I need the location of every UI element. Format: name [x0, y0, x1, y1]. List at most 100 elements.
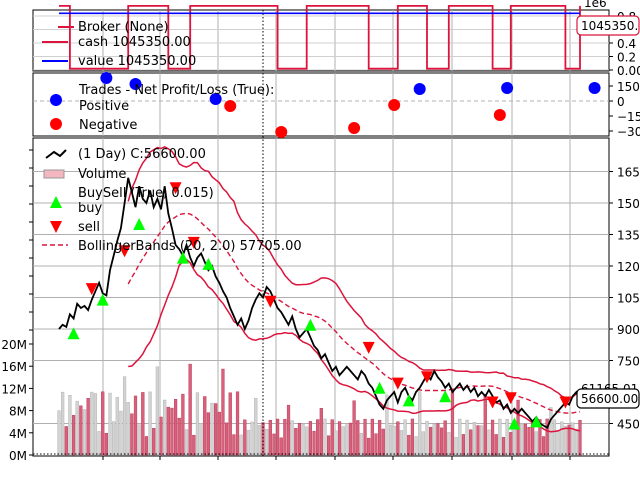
volume-bar [119, 410, 123, 456]
volume-bar [388, 424, 393, 456]
trade-positive-marker [129, 78, 142, 90]
volume-bar [418, 391, 422, 456]
trades-legend: Trades - Net Profit/Loss (True): Positiv… [50, 83, 274, 133]
volume-bar [243, 419, 247, 456]
volume-bar [286, 404, 291, 456]
price-tick-label: 105 [617, 292, 640, 306]
volume-bar [108, 392, 112, 456]
volume-bar [301, 424, 305, 456]
volume-bar [327, 435, 331, 456]
volume-bar [461, 434, 466, 456]
volume-bar [465, 419, 469, 456]
trades-tick-label: −30 [617, 125, 640, 139]
volume-bar [337, 421, 342, 456]
volume-bar [429, 426, 433, 456]
price-tick-label: 900 [617, 323, 640, 337]
volume-bar [75, 400, 79, 456]
buy-marker [402, 394, 415, 407]
volume-bar [170, 407, 174, 456]
volume-bar [432, 423, 436, 456]
exponent-label: 1e6 [584, 0, 607, 10]
price-tick-label: 450 [617, 418, 640, 432]
volume-bar [323, 418, 327, 456]
trade-negative-marker [493, 109, 506, 121]
volume-bar [144, 436, 149, 456]
broker-tag-box [576, 15, 640, 36]
legend-positive-marker [50, 94, 62, 106]
volume-bar [152, 428, 156, 456]
volume-bar [184, 429, 189, 456]
volume-bar [487, 429, 491, 456]
volume-bar [210, 402, 214, 456]
volume-bar [352, 400, 356, 456]
volume-bar [159, 416, 163, 456]
legend-sell-label: sell [78, 220, 100, 235]
volume-bar [246, 429, 251, 456]
volume-bar [545, 418, 549, 456]
volume-bar [421, 431, 425, 456]
volume-bar [57, 410, 61, 456]
legend-negative-label: Negative [79, 118, 137, 133]
buy-marker [176, 251, 189, 264]
volume-bar [188, 363, 192, 456]
legend-buy-label: buy [78, 201, 102, 216]
legend-volume-swatch [43, 169, 65, 179]
volume-bar [217, 411, 221, 456]
close-line [58, 177, 581, 429]
volume-bar [86, 398, 90, 456]
price-tag: 56600.00 [576, 388, 640, 409]
volume-bar [330, 419, 334, 456]
volume-bar [206, 412, 210, 456]
legend-cash-label: cash 1045350.00 [78, 35, 191, 50]
volume-bar [483, 394, 487, 456]
volume-bar [501, 437, 506, 456]
volume-bar [283, 418, 287, 456]
volume-bar [224, 422, 229, 456]
buy-marker [508, 417, 521, 430]
sell-marker [559, 396, 572, 409]
buy-marker [96, 293, 109, 306]
volume-bar [571, 422, 575, 456]
volume-bar [232, 434, 236, 456]
sell-marker [85, 283, 98, 296]
volume-tick-label: 16M [1, 360, 27, 374]
volume-bar [374, 433, 378, 456]
volume-bar [82, 409, 87, 456]
volume-bar [425, 420, 429, 456]
price-tick-label: 120 [617, 260, 640, 274]
volume-bar [476, 425, 480, 456]
volume-bar [480, 425, 484, 456]
trade-positive-marker [209, 93, 222, 105]
trade-positive-marker [588, 82, 601, 94]
legend-close-label: (1 Day) C:56600.00 [78, 147, 206, 162]
buy-marker [439, 390, 452, 403]
legend-broker-label: Broker (None) [78, 20, 169, 35]
legend-bollinger-label: BollingerBands (20, 2.0) 57705.00 [78, 239, 302, 254]
volume-bar [541, 436, 546, 456]
volume-bar [348, 422, 353, 456]
buy-marker [67, 327, 80, 340]
volume-bar [254, 397, 258, 456]
broker-legend: Broker (None) cash 1045350.00 value 1045… [42, 20, 196, 69]
legend-buy-marker [50, 196, 62, 208]
sell-marker [169, 182, 182, 195]
price-tick-label: 750 [617, 355, 640, 369]
buy-marker [373, 381, 386, 394]
volume-bar [359, 432, 363, 456]
legend-volume-label: Volume [78, 167, 126, 182]
volume-tick-label: 12M [1, 382, 27, 396]
volume-bar [68, 394, 72, 456]
broker-tick-label: 0.4 [617, 37, 636, 51]
volume-bar [450, 391, 455, 456]
volume-tick-label: 4M [9, 427, 27, 441]
volume-bar [505, 419, 509, 456]
sell-marker [264, 295, 277, 308]
volume-bar [396, 421, 400, 456]
volume-bars [57, 363, 582, 456]
volume-bar [316, 419, 320, 456]
trades-panel-frame [32, 72, 610, 137]
trade-markers [100, 72, 601, 138]
volume-bar [122, 376, 127, 456]
volume-bar [101, 391, 105, 456]
sell-marker [420, 371, 433, 384]
